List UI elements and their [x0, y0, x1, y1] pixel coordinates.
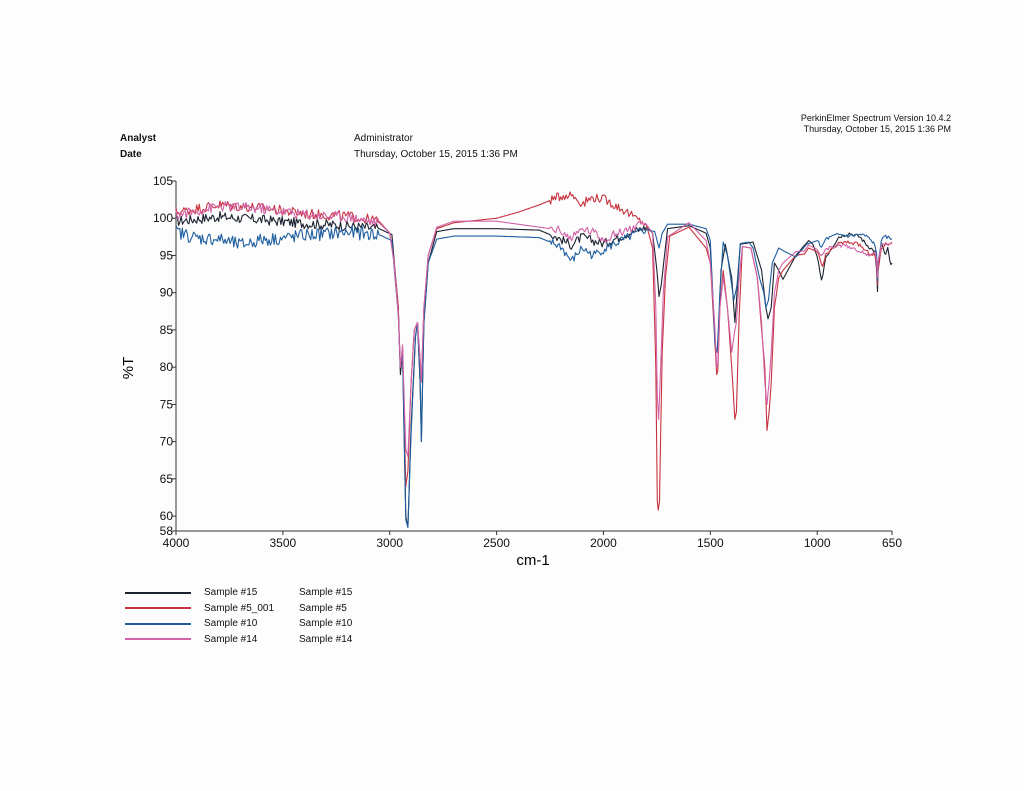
date-label: Date — [120, 149, 142, 160]
y-tick-label: 95 — [160, 248, 174, 262]
legend-name: Sample #10 — [204, 618, 258, 629]
legend: Sample #15 Sample #15 Sample #5_001 Sample … — [125, 585, 352, 647]
legend-swatch — [125, 638, 191, 641]
series-line-sample-10 — [175, 223, 893, 528]
print-date: Thursday, October 15, 2015 1:36 PM — [803, 124, 951, 134]
series-line-sample-5-001 — [175, 191, 893, 511]
legend-swatch — [125, 622, 191, 625]
y-axis-label: %T — [120, 357, 137, 380]
y-tick-label: 65 — [160, 472, 174, 486]
x-tick-label: 3500 — [270, 536, 297, 550]
date-value: Thursday, October 15, 2015 1:36 PM — [354, 149, 518, 160]
series-line-sample-14 — [175, 201, 892, 458]
legend-name: Sample #14 — [204, 633, 258, 645]
legend-swatch — [125, 591, 191, 594]
legend-swatch — [125, 607, 191, 610]
y-tick-label: 58 — [160, 524, 174, 538]
legend-name: Sample #5_001 — [204, 602, 275, 614]
x-tick-label: 650 — [882, 536, 902, 550]
legend-description: Sample #5 — [299, 602, 347, 614]
y-tick-label: 75 — [160, 397, 174, 411]
legend-description: Sample #15 — [299, 587, 353, 598]
x-tick-label: 3000 — [376, 536, 403, 550]
y-tick-label: 90 — [160, 286, 174, 300]
y-tick-label: 105 — [153, 174, 173, 188]
series-line-sample-15 — [175, 211, 893, 528]
y-tick-label: 100 — [153, 211, 173, 225]
legend-name: Sample #15 — [204, 587, 258, 598]
y-tick-label: 70 — [160, 435, 174, 449]
legend-description: Sample #14 — [299, 633, 353, 645]
x-tick-label: 1000 — [804, 536, 831, 550]
x-tick-label: 2500 — [483, 536, 510, 550]
x-axis-label: cm-1 — [516, 552, 549, 569]
x-tick-label: 4000 — [163, 536, 190, 550]
chart-series — [175, 191, 893, 528]
legend-description: Sample #10 — [299, 618, 353, 629]
legend-row: Sample #10 Sample #10 — [125, 616, 352, 632]
analyst-value: Administrator — [354, 133, 413, 144]
x-tick-label: 1500 — [697, 536, 724, 550]
y-tick-label: 60 — [160, 509, 174, 523]
analyst-label: Analyst — [120, 133, 157, 144]
legend-row: Sample #5_001 Sample #5 — [125, 601, 352, 617]
software-header: PerkinElmer Spectrum Version 10.4.2 Thur… — [801, 113, 951, 135]
software-version: PerkinElmer Spectrum Version 10.4.2 — [800, 113, 951, 123]
y-tick-label: 85 — [160, 323, 174, 337]
x-tick-label: 2000 — [590, 536, 617, 550]
legend-row: Sample #15 Sample #15 — [125, 585, 352, 601]
legend-row: Sample #14 Sample #14 — [125, 632, 352, 648]
y-tick-label: 80 — [160, 360, 174, 374]
